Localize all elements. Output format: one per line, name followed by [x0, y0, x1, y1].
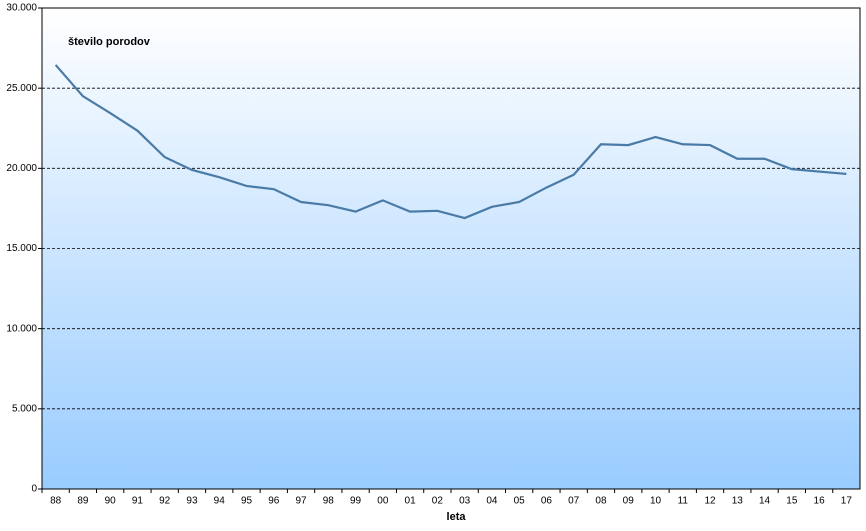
x-tick-label: 90 [105, 496, 117, 507]
x-tick-label: 13 [732, 496, 744, 507]
x-tick-label: 07 [568, 496, 580, 507]
x-tick-label: 88 [50, 496, 62, 507]
x-tick-label: 00 [377, 496, 389, 507]
x-tick-label: 95 [241, 496, 253, 507]
x-tick-label: 08 [595, 496, 607, 507]
x-tick-label: 89 [77, 496, 89, 507]
x-tick-label: 99 [350, 496, 362, 507]
x-tick-label: 12 [704, 496, 716, 507]
x-tick-label: 15 [786, 496, 798, 507]
x-axis-label: leta [447, 511, 467, 523]
y-tick-label: 20.000 [6, 163, 37, 174]
x-tick-label: 04 [486, 496, 498, 507]
x-tick-label: 11 [678, 496, 689, 507]
x-tick-label: 93 [186, 496, 198, 507]
x-tick-label: 16 [814, 496, 826, 507]
x-tick-label: 03 [459, 496, 471, 507]
y-tick-label: 5.000 [12, 403, 37, 414]
x-tick-label: 02 [432, 496, 444, 507]
x-tick-label: 94 [214, 496, 226, 507]
x-tick-label: 98 [323, 496, 335, 507]
y-tick-label: 15.000 [6, 243, 37, 254]
x-tick-label: 97 [295, 496, 307, 507]
x-tick-label: 09 [623, 496, 635, 507]
x-tick-label: 96 [268, 496, 280, 507]
x-tick-label: 14 [759, 496, 771, 507]
y-tick-label: 25.000 [6, 83, 37, 94]
chart-title: število porodov [68, 36, 151, 48]
x-tick-label: 10 [650, 496, 662, 507]
x-tick-label: 06 [541, 496, 553, 507]
y-tick-label: 0 [31, 484, 37, 495]
y-tick-label: 30.000 [6, 3, 37, 14]
x-tick-label: 17 [841, 496, 853, 507]
x-tick-label: 92 [159, 496, 171, 507]
x-tick-label: 05 [514, 496, 526, 507]
series-line [54, 64, 847, 220]
y-tick-label: 10.000 [6, 323, 37, 334]
x-tick-label: 91 [132, 496, 144, 507]
x-tick-label: 01 [405, 496, 417, 507]
